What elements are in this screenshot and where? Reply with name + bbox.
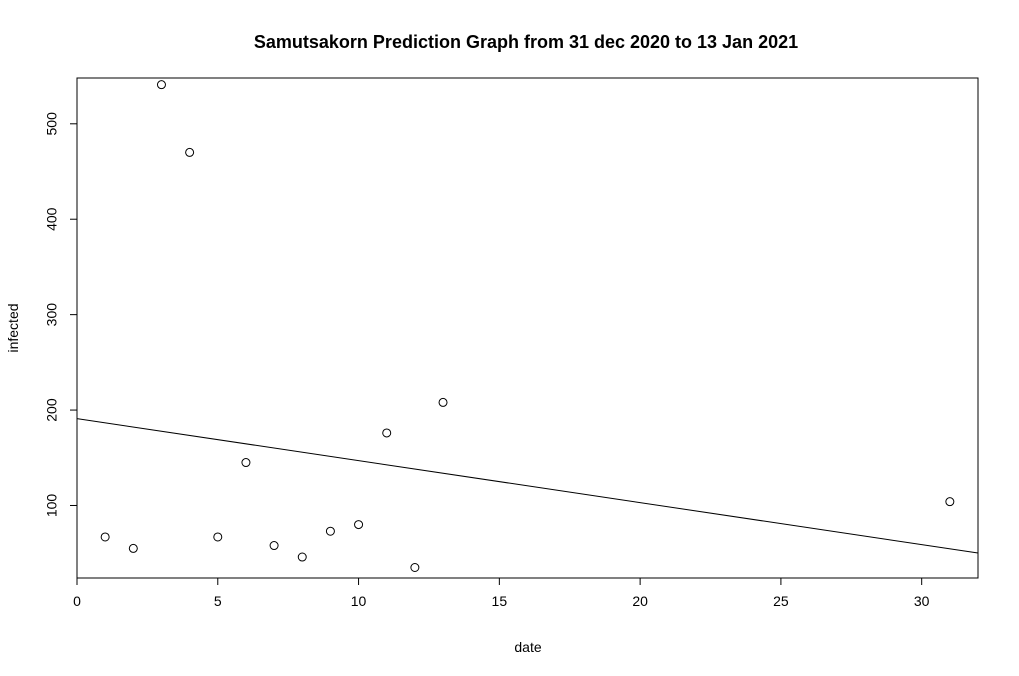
x-tick-label: 10 <box>351 593 367 609</box>
y-tick-label: 500 <box>44 112 60 136</box>
chart-title: Samutsakorn Prediction Graph from 31 dec… <box>254 32 798 52</box>
y-tick-label: 100 <box>44 494 60 518</box>
x-tick-label: 30 <box>914 593 930 609</box>
data-point <box>325 526 335 536</box>
data-point <box>354 520 364 530</box>
data-point <box>185 147 195 157</box>
data-point <box>945 497 955 507</box>
y-axis-label: infected <box>5 303 21 352</box>
x-axis: 0 5 10 15 20 25 30 <box>73 577 930 609</box>
regression-line <box>76 418 979 554</box>
data-point <box>241 458 251 468</box>
data-point <box>410 563 420 573</box>
plot-frame <box>76 77 979 579</box>
y-tick-label: 200 <box>44 398 60 422</box>
data-point <box>269 541 279 551</box>
x-tick-label: 0 <box>73 593 81 609</box>
x-tick-label: 20 <box>632 593 648 609</box>
x-tick-label: 5 <box>214 593 222 609</box>
y-tick-label: 400 <box>44 207 60 231</box>
data-point <box>128 543 138 553</box>
y-tick-label: 300 <box>44 303 60 327</box>
data-point <box>213 532 223 542</box>
data-points <box>100 80 955 573</box>
y-axis: 100 200 300 400 500 <box>44 112 78 518</box>
regression-line-layer <box>76 418 979 554</box>
data-point <box>297 552 307 562</box>
data-point <box>382 428 392 438</box>
data-point <box>156 80 166 90</box>
x-tick-label: 25 <box>773 593 789 609</box>
x-axis-label: date <box>514 639 541 655</box>
data-point <box>438 397 448 407</box>
data-point <box>100 532 110 542</box>
x-tick-label: 15 <box>492 593 508 609</box>
